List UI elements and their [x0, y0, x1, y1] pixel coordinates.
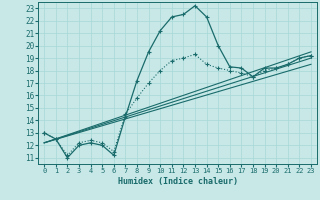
X-axis label: Humidex (Indice chaleur): Humidex (Indice chaleur)	[118, 177, 238, 186]
